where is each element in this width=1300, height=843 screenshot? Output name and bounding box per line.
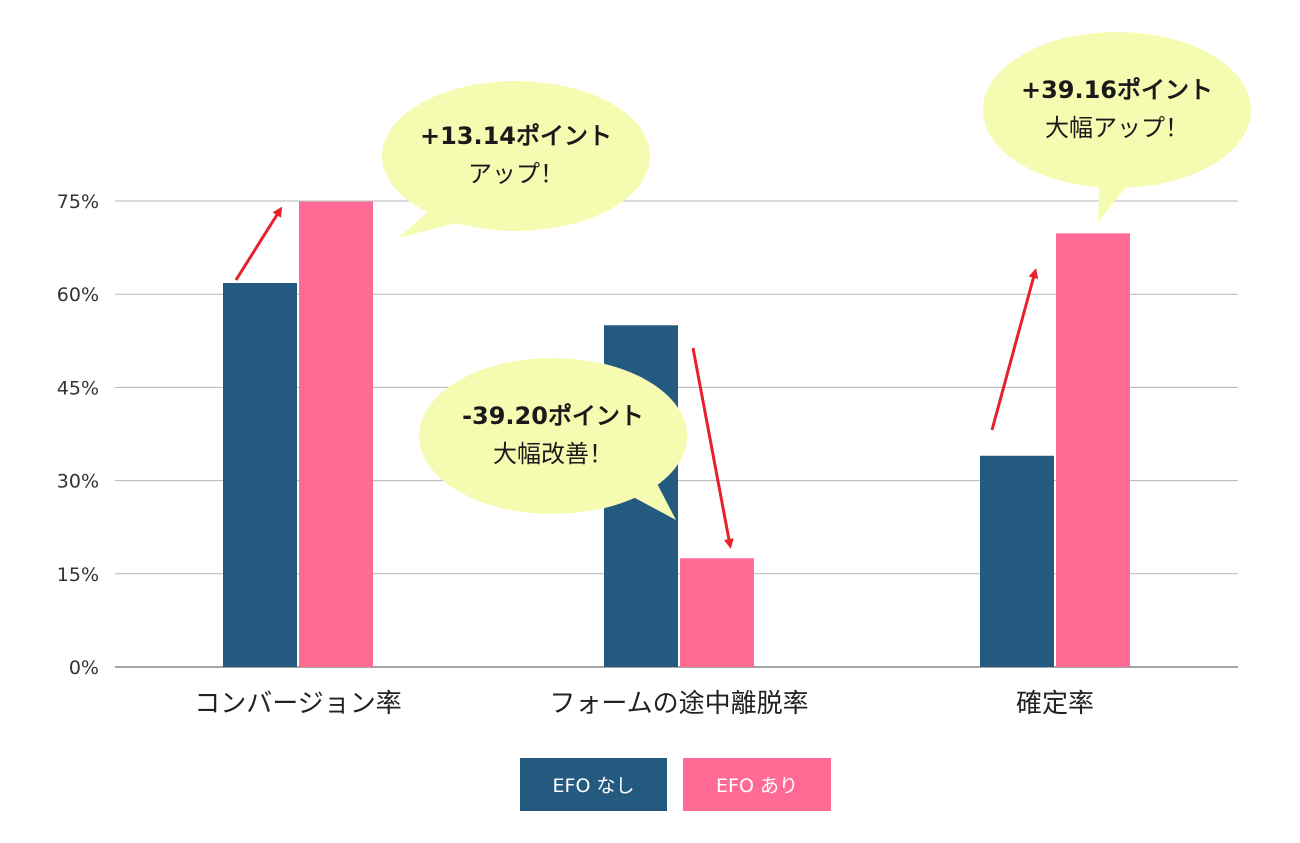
y-tick-label: 75%: [57, 191, 99, 213]
legend-efo-nashi-label: EFO なし: [552, 775, 635, 797]
y-tick-label: 60%: [57, 284, 99, 306]
annotation-text: 大幅改善！: [493, 440, 613, 468]
change-arrow: [691, 347, 734, 549]
bar-efo-ari: [680, 558, 754, 667]
bar-efo-ari: [299, 201, 373, 667]
bar-efo-nashi: [223, 283, 297, 667]
legend-efo-nashi: EFO なし: [520, 758, 667, 811]
x-category-label: 確定率: [1016, 689, 1094, 719]
x-category-label: コンバージョン率: [194, 689, 401, 719]
annotation-value: +39.16ポイント: [1021, 76, 1213, 104]
annotation-value: -39.20ポイント: [462, 402, 644, 430]
x-category-label: フォームの途中離脱率: [549, 689, 808, 719]
speech-bubble-body: [419, 358, 687, 514]
speech-bubble-body: [983, 32, 1251, 188]
annotation-value: +13.14ポイント: [420, 122, 612, 150]
y-tick-label: 15%: [57, 564, 99, 586]
bar-efo-nashi: [980, 455, 1054, 667]
change-arrow: [990, 268, 1039, 431]
y-tick-label: 30%: [57, 471, 99, 493]
legend-efo-ari: EFO あり: [683, 758, 831, 811]
y-tick-label: 0%: [69, 657, 99, 679]
bar-efo-ari: [1056, 233, 1130, 667]
annotation-text: 大幅アップ！: [1045, 114, 1189, 142]
legend-efo-ari-label: EFO あり: [716, 775, 798, 797]
change-arrow: [234, 206, 283, 281]
y-tick-label: 45%: [57, 377, 99, 399]
speech-bubble-body: [382, 81, 650, 231]
annotation-text: アップ！: [468, 160, 564, 188]
